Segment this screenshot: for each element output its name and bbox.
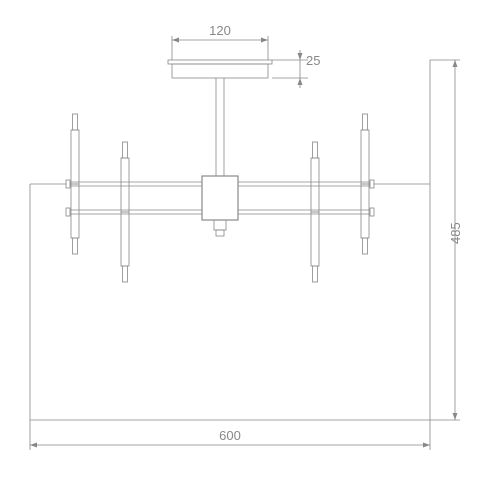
dimensions: 120 25 600 — [30, 23, 463, 450]
candle-outer-right — [361, 114, 369, 254]
dim-total-width: 600 — [30, 420, 430, 450]
hub — [202, 176, 238, 236]
candles — [71, 114, 369, 282]
candle-outer-left — [71, 114, 79, 254]
technical-drawing: 120 25 600 — [0, 0, 500, 500]
dim-canopy-height: 25 — [272, 50, 320, 88]
downrod — [216, 78, 224, 176]
fixture — [66, 60, 374, 282]
arms — [66, 180, 374, 216]
dim-total-height: 485 — [430, 60, 463, 420]
dim-total-width-label: 600 — [219, 428, 241, 443]
canopy — [168, 60, 272, 78]
dim-canopy-width-label: 120 — [209, 23, 231, 38]
dim-total-height-label: 485 — [448, 222, 463, 244]
candle-inner-right — [311, 142, 319, 282]
candle-inner-left — [121, 142, 129, 282]
dim-canopy-width: 120 — [172, 23, 268, 60]
dim-canopy-height-label: 25 — [306, 53, 320, 68]
